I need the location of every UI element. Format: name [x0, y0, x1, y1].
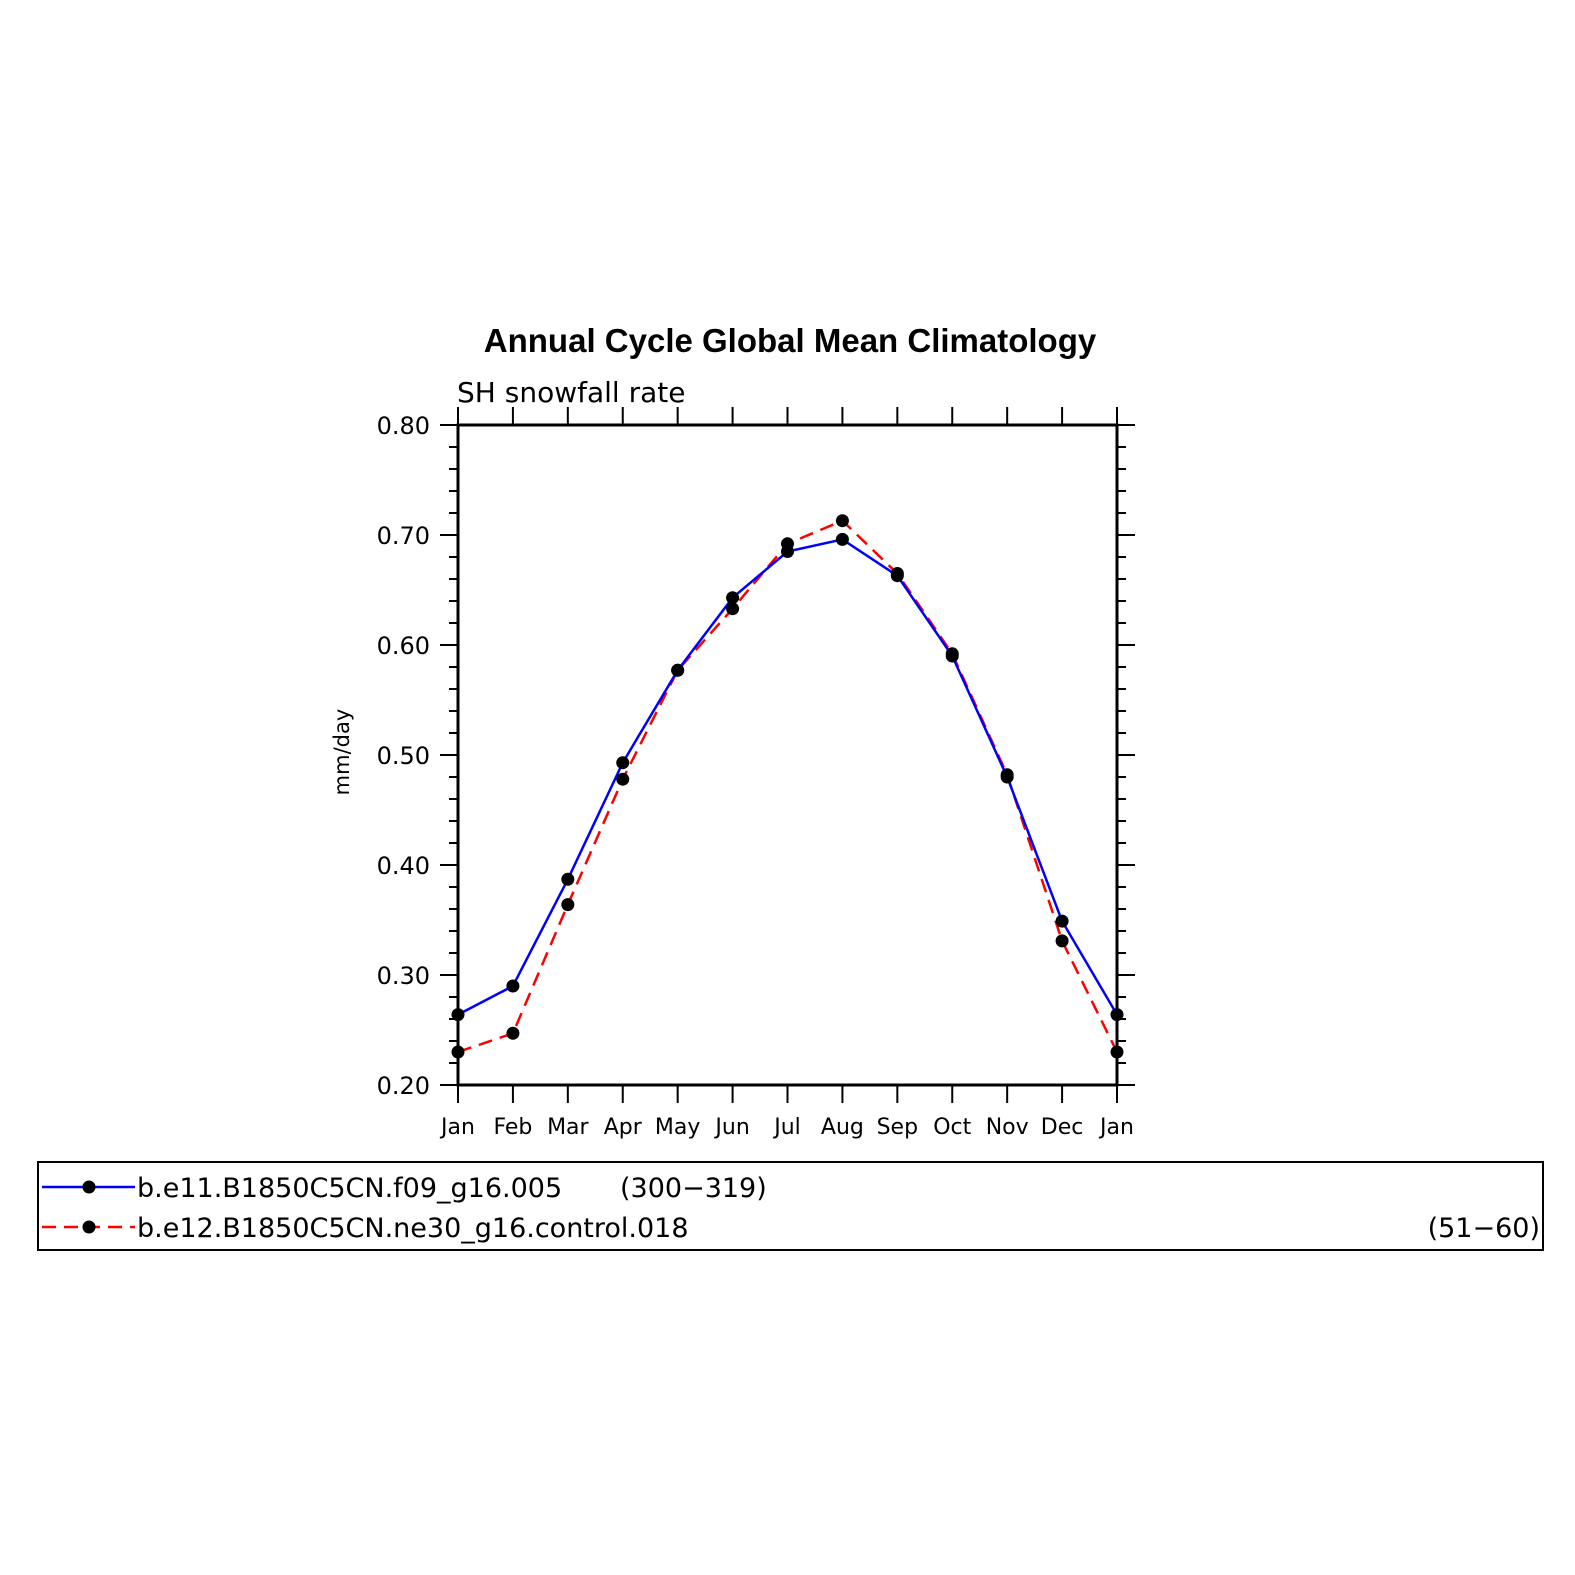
series-line [457, 519, 1119, 1054]
x-tick-label: Jan [439, 1115, 475, 1140]
data-point [616, 756, 630, 770]
data-point [506, 979, 520, 993]
legend-years: (300−319) [620, 1173, 767, 1204]
series-layer [451, 514, 1124, 1059]
axes: 0.20 0.30 0.40 0.50 0.60 0.70 0.80 Jan Feb Mar Apr… [377, 407, 1135, 1140]
x-tick-label: Mar [547, 1115, 589, 1140]
x-tick-label: Dec [1041, 1115, 1084, 1140]
y-tick-label: 0.30 [377, 962, 430, 990]
x-tick-label: May [655, 1115, 700, 1140]
x-tick-label: Jan [1098, 1115, 1134, 1140]
legend-marker [82, 1220, 96, 1234]
data-point [726, 591, 740, 605]
chart-title: Annual Cycle Global Mean Climatology [484, 322, 1097, 359]
y-tick-label: 0.40 [377, 852, 430, 880]
chart-subtitle: SH snowfall rate [457, 376, 685, 409]
x-tick-label: Aug [821, 1115, 864, 1140]
x-tick-label: Feb [493, 1115, 532, 1140]
x-tick-label: Sep [877, 1115, 918, 1140]
legend-box [37, 1161, 1544, 1251]
data-point [726, 602, 740, 616]
y-tick-label: 0.80 [377, 412, 430, 440]
legend-label: b.e12.B1850C5CN.ne30_g16.control.018 [137, 1213, 689, 1244]
data-point [1110, 1008, 1124, 1022]
x-tick-label: Apr [604, 1115, 643, 1140]
y-tick-label: 0.50 [377, 742, 430, 770]
legend-label: b.e11.B1850C5CN.f09_g16.005 [137, 1173, 562, 1204]
legend: b.e11.B1850C5CN.f09_g16.005 (300−319) b.e1… [37, 1161, 1544, 1251]
data-point [945, 647, 959, 661]
data-point [1110, 1045, 1124, 1059]
data-point [451, 1045, 465, 1059]
y-tick-label: 0.60 [377, 632, 430, 660]
plot-frame [456, 423, 1119, 1087]
data-point [506, 1026, 520, 1040]
data-point [616, 772, 630, 786]
data-point [835, 514, 849, 528]
series-line [457, 538, 1119, 1016]
legend-marker [82, 1180, 96, 1194]
data-point [781, 537, 794, 551]
legend-years: (51−60) [1428, 1213, 1540, 1244]
data-point [1000, 768, 1014, 782]
data-point [1055, 914, 1069, 928]
x-tick-label: Oct [933, 1115, 971, 1140]
x-tick-label: Nov [986, 1115, 1029, 1140]
data-point [1055, 934, 1069, 948]
y-tick-label: 0.70 [377, 522, 430, 550]
y-tick-label: 0.20 [377, 1072, 430, 1100]
data-point [451, 1008, 465, 1022]
data-point [835, 532, 849, 546]
x-tick-label: Jul [772, 1115, 801, 1140]
y-axis-label: mm/day [330, 709, 354, 796]
data-point [561, 872, 575, 886]
data-point [561, 898, 575, 912]
data-point [890, 567, 904, 580]
data-point [671, 663, 685, 677]
x-tick-label: Jun [713, 1115, 749, 1140]
